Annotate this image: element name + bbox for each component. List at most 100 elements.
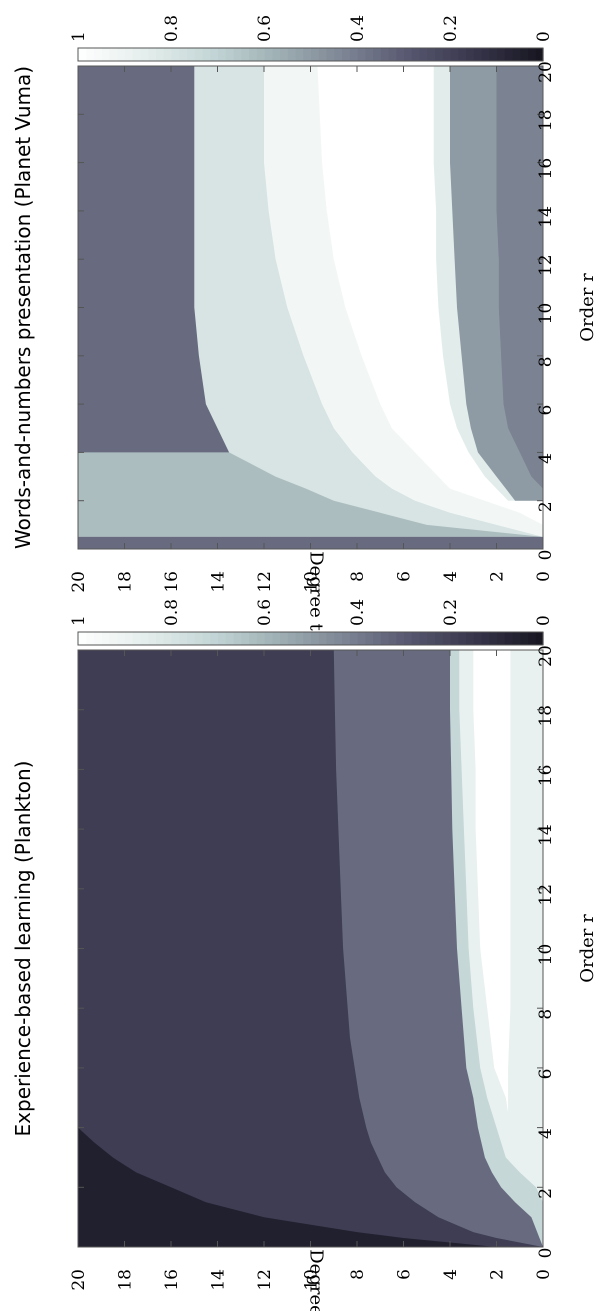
degree-tick-label: 14 xyxy=(209,1269,229,1291)
colorbar-segment xyxy=(233,48,242,61)
degree-tick-label: 16 xyxy=(162,571,182,593)
colorbar-segment xyxy=(140,48,149,61)
colorbar-tick-label: 0.2 xyxy=(441,599,461,626)
colorbar-segment xyxy=(333,48,343,61)
order-tick-label: 18 xyxy=(536,705,556,727)
colorbar-segment xyxy=(357,48,366,61)
colorbar-segment xyxy=(318,632,327,645)
colorbar-segment xyxy=(372,632,381,645)
colorbar-segment xyxy=(411,48,420,61)
colorbar-segment xyxy=(124,48,133,61)
colorbar-segment xyxy=(341,632,350,645)
colorbar-segment xyxy=(202,48,211,61)
colorbar-segment xyxy=(109,632,118,645)
degree-tick-label: 14 xyxy=(209,571,229,593)
degree-tick-label: 18 xyxy=(116,1269,136,1291)
order-tick-label: 14 xyxy=(536,824,556,846)
colorbar-segment xyxy=(209,632,219,645)
panel-1: 0246810121416182002468101214161820Degree… xyxy=(11,599,598,1311)
degree-tick-label: 12 xyxy=(255,571,275,593)
colorbar-segment xyxy=(380,48,389,61)
colorbar-segment xyxy=(302,48,312,61)
degree-tick-label: 4 xyxy=(441,571,461,582)
colorbar-segment xyxy=(256,632,265,645)
colorbar-segment xyxy=(535,632,544,645)
order-tick-label: 20 xyxy=(536,645,556,667)
colorbar-segment xyxy=(116,48,126,61)
colorbar-segment xyxy=(388,48,397,61)
colorbar-segment xyxy=(124,632,133,645)
order-tick-label: 2 xyxy=(536,501,556,512)
colorbar-frame xyxy=(77,631,544,646)
colorbar-segment xyxy=(233,632,242,645)
degree-tick-label: 8 xyxy=(348,571,368,582)
colorbar-segment xyxy=(411,632,420,645)
colorbar-segment xyxy=(442,632,451,645)
colorbar-segment xyxy=(225,632,234,645)
colorbar-segment xyxy=(248,632,257,645)
colorbar-segment xyxy=(504,48,513,61)
colorbar-segment xyxy=(457,48,467,61)
colorbar-segment xyxy=(395,632,405,645)
colorbar-segment xyxy=(101,632,110,645)
colorbar-segment xyxy=(287,632,296,645)
colorbar-segment xyxy=(341,48,350,61)
colorbar-segment xyxy=(519,48,529,61)
colorbar-segment xyxy=(434,48,443,61)
colorbar-segment xyxy=(481,632,490,645)
degree-tick-label: 6 xyxy=(395,571,415,582)
order-tick-label: 12 xyxy=(536,254,556,276)
colorbar-tick-label: 0.8 xyxy=(162,15,182,42)
colorbar-segment xyxy=(78,632,87,645)
colorbar-segment xyxy=(504,632,513,645)
colorbar-tick-label: 0 xyxy=(534,615,554,626)
heatmap-band-6 xyxy=(473,650,511,1113)
colorbar-segment xyxy=(326,632,335,645)
colorbar-segment xyxy=(256,48,265,61)
order-tick-label: 10 xyxy=(536,303,556,325)
degree-tick-label: 0 xyxy=(534,571,554,582)
order-tick-label: 8 xyxy=(536,356,556,367)
x-axis-label: Order r xyxy=(577,914,598,983)
colorbar-segment xyxy=(465,632,474,645)
colorbar-segment xyxy=(473,48,482,61)
order-tick-label: 0 xyxy=(536,550,556,561)
colorbar-segment xyxy=(194,632,203,645)
colorbar-tick-label: 1 xyxy=(69,615,89,626)
colorbar-frame xyxy=(77,47,544,62)
colorbar-segment xyxy=(155,48,164,61)
order-tick-label: 8 xyxy=(536,1009,556,1020)
colorbar-segment xyxy=(364,632,374,645)
colorbar-segment xyxy=(473,632,482,645)
colorbar-tick-label: 0.4 xyxy=(348,599,368,626)
colorbar-segment xyxy=(140,632,149,645)
degree-tick-label: 12 xyxy=(255,1269,275,1291)
colorbar-segment xyxy=(419,632,428,645)
colorbar-segment xyxy=(264,632,273,645)
colorbar-segment xyxy=(217,632,226,645)
order-tick-label: 14 xyxy=(536,206,556,228)
degree-tick-label: 2 xyxy=(488,1269,508,1280)
colorbar-segment xyxy=(209,48,219,61)
colorbar-segment xyxy=(109,48,118,61)
colorbar-segment xyxy=(465,48,474,61)
colorbar-segment xyxy=(116,632,126,645)
colorbar-segment xyxy=(132,632,141,645)
colorbar-tick-label: 0 xyxy=(534,31,554,42)
colorbar-segment xyxy=(240,48,250,61)
colorbar-segment xyxy=(93,48,102,61)
colorbar-segment xyxy=(310,48,319,61)
colorbar-segment xyxy=(488,48,498,61)
colorbar-segment xyxy=(295,48,304,61)
colorbar-segment xyxy=(295,632,304,645)
order-tick-label: 4 xyxy=(536,453,556,464)
colorbar-segment xyxy=(496,48,505,61)
colorbar-segment xyxy=(248,48,257,61)
colorbar-segment xyxy=(186,48,195,61)
colorbar-segment xyxy=(85,632,95,645)
order-tick-label: 20 xyxy=(536,61,556,83)
order-tick-label: 18 xyxy=(536,109,556,131)
colorbar-segment xyxy=(240,632,250,645)
degree-tick-label: 16 xyxy=(162,1269,182,1291)
